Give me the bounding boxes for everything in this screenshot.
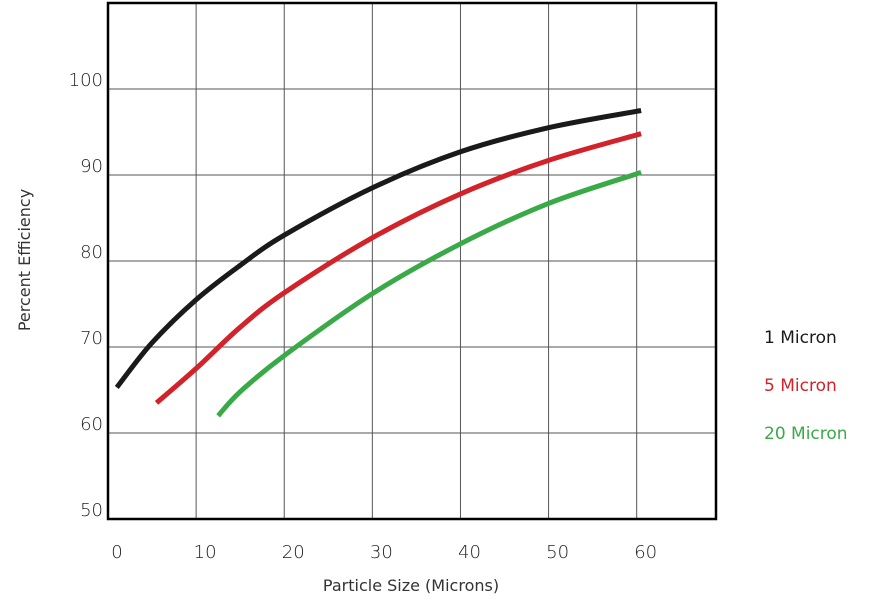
series-line-5-micron [154,131,642,405]
series-curves [114,108,642,418]
y-tick-label: 50 [80,500,103,521]
y-tick-label: 100 [69,70,103,91]
y-axis-label: Percent Efficiency [15,189,34,331]
x-tick-label: 30 [370,542,393,563]
y-tick-label: 70 [80,328,103,349]
plot-frame [106,1,718,521]
y-tick-label: 80 [80,242,103,263]
legend-entry-1-micron: 1 Micron [764,328,837,348]
tick-labels: 0 10 20 30 40 50 60 50 60 70 80 90 100 [69,70,658,563]
x-tick-label: 20 [282,542,305,563]
x-tick-label: 60 [634,542,657,563]
legend-entry-5-micron: 5 Micron [764,376,837,396]
x-tick-label: 0 [111,542,122,563]
legend: 1 Micron 5 Micron 20 Micron [764,328,848,444]
series-line-1-micron [114,108,642,389]
y-tick-label: 60 [80,414,103,435]
x-tick-label: 40 [458,542,481,563]
series-line-20-micron [216,170,642,418]
grid [108,3,716,519]
legend-entry-20-micron: 20 Micron [764,424,848,444]
y-tick-label: 90 [80,156,103,177]
x-axis-label: Particle Size (Microns) [323,576,499,595]
x-tick-label: 50 [546,542,569,563]
x-tick-label: 10 [194,542,217,563]
